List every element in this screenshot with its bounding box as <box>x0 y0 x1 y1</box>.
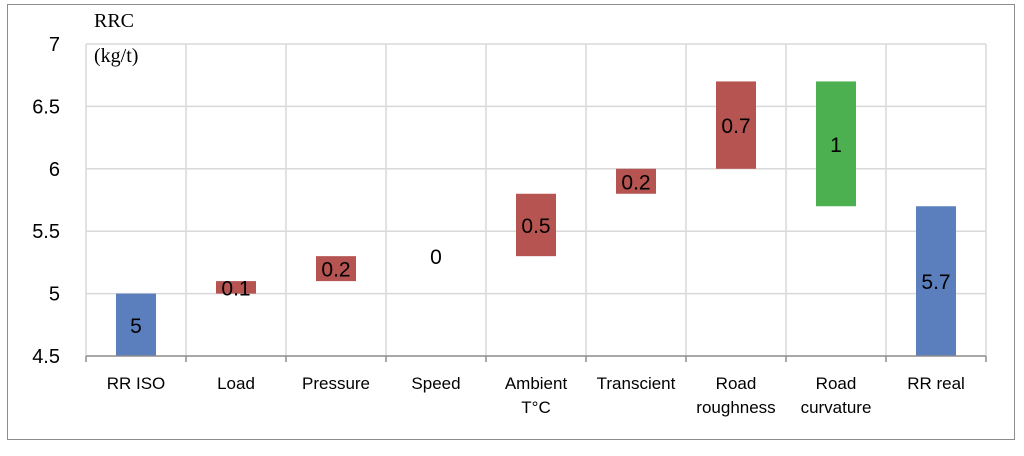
x-category-label: Road <box>716 374 757 393</box>
data-label: 0.2 <box>621 171 650 194</box>
data-label: 0.5 <box>521 215 550 238</box>
bar-layer <box>116 81 956 356</box>
x-category-label: Ambient <box>505 374 568 393</box>
waterfall-chart: 5 0.1 0.2 0 0.5 0.2 0.7 1 5.7 4.5 5 5.5 6 6.5 7 RRC (kg… <box>32 10 987 417</box>
grid-layer <box>85 43 987 356</box>
x-category-label: roughness <box>696 398 775 417</box>
bar-5 <box>616 168 656 194</box>
x-category-label: Transcient <box>597 374 676 393</box>
x-category-label: Road <box>816 374 857 393</box>
x-category-label: RR ISO <box>107 374 166 393</box>
y-axis-title: (kg/t) <box>94 45 138 67</box>
axis-layer: 4.5 5 5.5 6 6.5 7 RRC (kg/t) RR ISO Load Pressure S… <box>32 10 987 417</box>
data-label: 0.7 <box>721 115 750 138</box>
data-label: 0.1 <box>221 277 250 300</box>
y-tick-label: 6.5 <box>32 96 60 118</box>
y-tick-label: 6 <box>49 159 60 181</box>
y-axis-title: RRC <box>94 10 134 32</box>
y-tick-label: 7 <box>49 34 60 56</box>
x-category-label: Speed <box>411 374 460 393</box>
bar-1 <box>216 281 256 294</box>
bar-7 <box>816 81 856 207</box>
bar-6 <box>716 81 756 169</box>
bar-2 <box>316 256 356 282</box>
data-label: 5.7 <box>921 271 950 294</box>
y-tick-label: 5.5 <box>32 221 60 243</box>
data-label: 1 <box>830 134 842 157</box>
data-label: 0 <box>430 246 442 269</box>
data-label: 0.2 <box>321 259 350 282</box>
y-tick-label: 5 <box>49 284 60 306</box>
bar-8 <box>916 206 956 356</box>
x-category-label: curvature <box>801 398 872 417</box>
x-category-label: Pressure <box>302 374 370 393</box>
x-category-label: RR real <box>907 374 965 393</box>
label-layer: 5 0.1 0.2 0 0.5 0.2 0.7 1 5.7 <box>130 115 950 338</box>
bar-4 <box>516 193 556 257</box>
bar-0 <box>116 293 156 356</box>
x-category-label: T°C <box>521 398 550 417</box>
y-tick-label: 4.5 <box>32 346 60 368</box>
x-category-label: Load <box>217 374 255 393</box>
data-label: 5 <box>130 315 142 338</box>
chart-frame: 5 0.1 0.2 0 0.5 0.2 0.7 1 5.7 4.5 5 5.5 6 6.5 7 RRC (kg… <box>7 4 1015 440</box>
